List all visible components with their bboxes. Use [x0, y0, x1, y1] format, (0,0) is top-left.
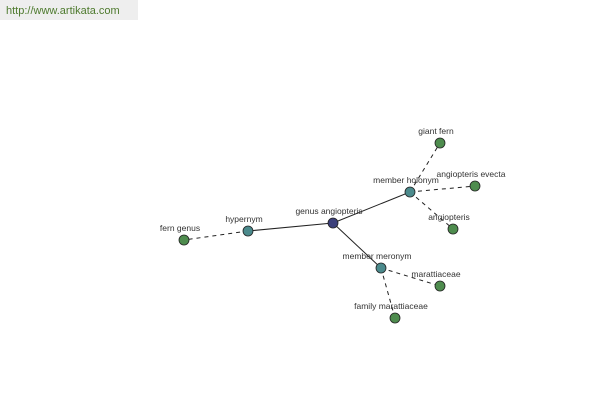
node-label: family marattiaceae: [354, 301, 428, 311]
node-label: fern genus: [160, 223, 200, 233]
dashed-edge: [409, 185, 476, 193]
dashed-edge: [183, 230, 249, 241]
node: [375, 262, 387, 274]
dashed-edge: [409, 142, 441, 193]
node-label: angiopteris evecta: [437, 169, 506, 179]
node: [447, 223, 459, 235]
edge: [332, 191, 411, 224]
node-label: genus angiopteris: [295, 206, 362, 216]
node: [389, 312, 401, 324]
edge: [247, 222, 334, 232]
node: [469, 180, 481, 192]
node-label: giant fern: [418, 126, 454, 136]
node: [404, 186, 416, 198]
node-label: member holonym: [373, 175, 439, 185]
node-label: hypernym: [225, 214, 262, 224]
node-label: angiopteris: [428, 212, 470, 222]
node: [434, 280, 446, 292]
node-label: marattiaceae: [411, 269, 460, 279]
dashed-edge: [409, 191, 454, 230]
node-label: member meronym: [343, 251, 412, 261]
site-url[interactable]: http://www.artikata.com: [0, 0, 138, 20]
node: [327, 217, 339, 229]
dashed-edge: [380, 267, 396, 319]
node: [434, 137, 446, 149]
dashed-edge: [380, 267, 441, 287]
node: [242, 225, 254, 237]
edge: [332, 222, 382, 269]
node: [178, 234, 190, 246]
